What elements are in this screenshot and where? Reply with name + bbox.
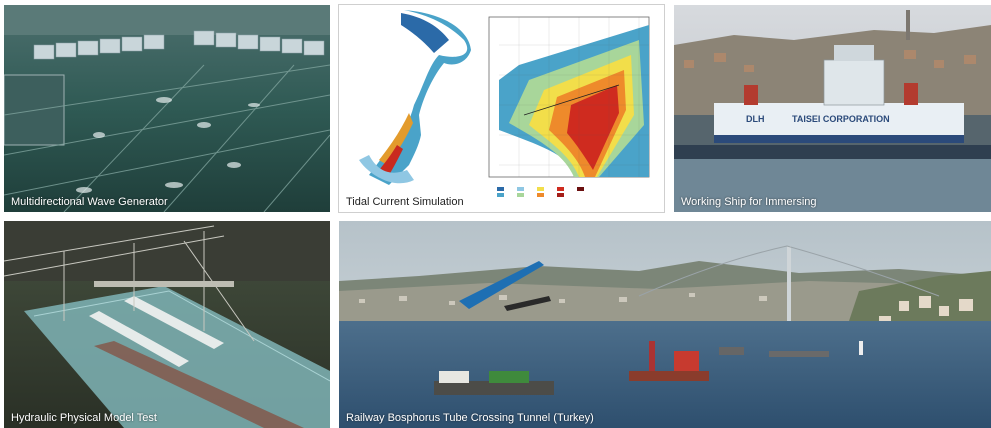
working-ship-image: DLH TAISEI CORPORATION	[674, 5, 991, 212]
photo-hydraulic-model: Hydraulic Physical Model Test	[4, 221, 330, 428]
wave-generator-image	[4, 5, 330, 212]
banner-left-text: DLH	[746, 114, 765, 124]
photo-caption: Railway Bosphorus Tube Crossing Tunnel (…	[346, 412, 594, 424]
bosphorus-image	[339, 221, 991, 428]
figure-tidal-current: Tidal Current Simulation	[338, 4, 665, 213]
photo-wave-generator: Multidirectional Wave Generator	[4, 5, 330, 212]
figure-caption: Tidal Current Simulation	[346, 196, 464, 208]
photo-caption: Multidirectional Wave Generator	[11, 196, 168, 208]
photo-working-ship: DLH TAISEI CORPORATION Working Ship for …	[674, 5, 991, 212]
photo-caption: Hydraulic Physical Model Test	[11, 412, 157, 424]
tidal-simulation-image	[359, 10, 650, 197]
hydraulic-model-image	[4, 221, 330, 428]
banner-right-text: TAISEI CORPORATION	[792, 114, 890, 124]
photo-caption: Working Ship for Immersing	[681, 196, 817, 208]
photo-bosphorus-tunnel: Railway Bosphorus Tube Crossing Tunnel (…	[339, 221, 991, 428]
